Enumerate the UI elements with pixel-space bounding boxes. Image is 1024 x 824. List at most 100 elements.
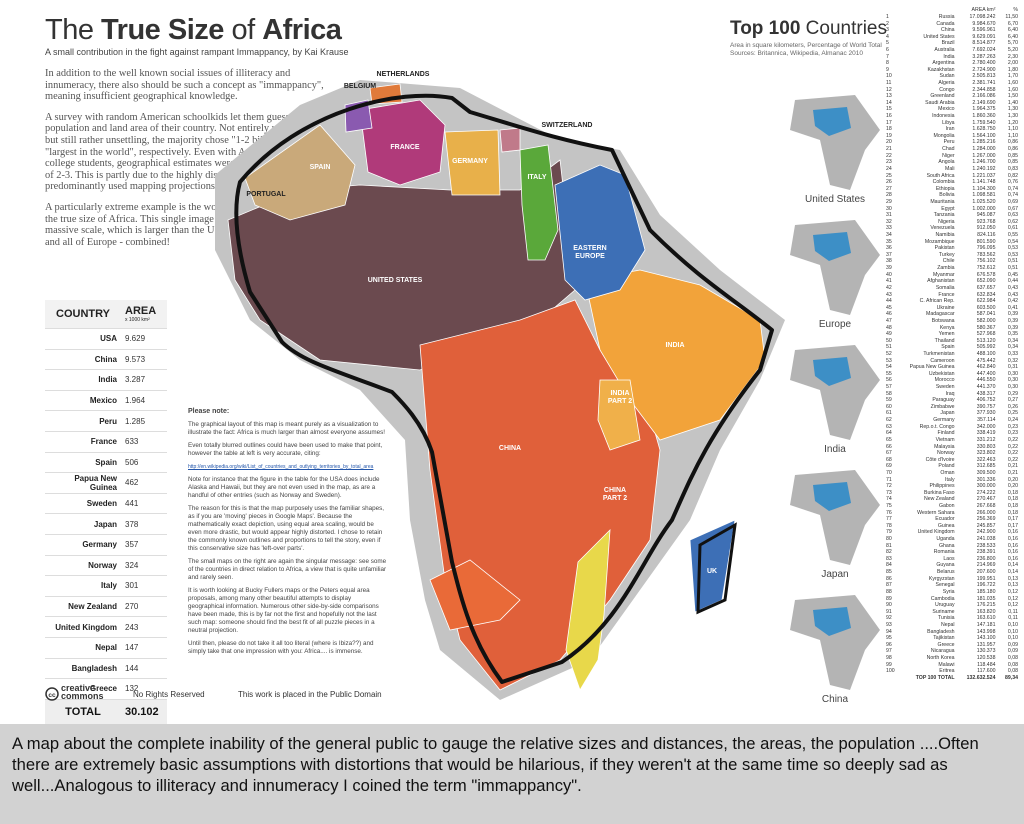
area: 582.000	[976, 317, 996, 324]
area: 752.612	[976, 265, 996, 272]
area: 1.284.000	[972, 146, 996, 153]
top100-row: 44 C. African Rep. 622.984 0,42	[885, 298, 1019, 305]
map-label-line: NETHERLANDS	[377, 71, 430, 78]
country: Kenya	[939, 324, 955, 331]
top100-row: 79 United Kingdom 242.900 0,16	[885, 529, 1019, 536]
domain: This work is placed in the Public Domain	[238, 690, 382, 699]
top100-row: 68 Côte d'Ivoire 322.463 0,22	[885, 456, 1019, 463]
country: Tanzania	[933, 212, 955, 219]
top100-row: 97 Nicaragua 130.373 0,09	[885, 648, 1019, 655]
rank: 78	[886, 522, 892, 529]
top100-row: 32 Nigeria 923.768 0,62	[885, 219, 1019, 226]
rank: 20	[886, 139, 892, 146]
country: Chile	[942, 258, 955, 265]
percent: 0,18	[1007, 496, 1018, 503]
total-label: TOP 100 TOTAL	[915, 674, 955, 681]
percent: 0,21	[1007, 469, 1018, 476]
top100-total: TOP 100 TOTAL 132.632.524 89,34	[885, 675, 1019, 682]
rank: 35	[886, 238, 892, 245]
area: 8.514.877	[972, 40, 996, 47]
country: Thailand	[934, 337, 955, 344]
title: The True Size of Africa	[45, 14, 342, 47]
top100-row: 76 Western Sahara 266.000 0,18	[885, 509, 1019, 516]
country: Mali	[945, 165, 955, 172]
area: 245.857	[976, 522, 996, 529]
area: 513.120	[976, 337, 996, 344]
country-shapes	[227, 83, 766, 691]
country: Finland	[937, 430, 955, 437]
map-label-line: EUROPE	[575, 253, 605, 260]
percent: 0,18	[1007, 503, 1018, 509]
top100-row: 3 China 9.596.961 6,40	[885, 27, 1019, 34]
note-paragraph: Until then, please do not take it all to…	[188, 640, 374, 655]
percent: 0,13	[1007, 582, 1018, 589]
rank: 34	[886, 232, 892, 239]
value-cell: 30.102	[121, 699, 167, 725]
top100-row: 23 Angola 1.246.700 0,85	[885, 159, 1019, 166]
table-row: Norway 324	[45, 555, 167, 577]
top100-row: 63 Rep.o.t. Congo 342.000 0,23	[885, 423, 1019, 430]
rank: 89	[886, 595, 892, 602]
country: Syria	[942, 588, 955, 595]
rank: 47	[886, 317, 892, 324]
top100-row: 92 Tunisia 163.610 0,11	[885, 615, 1019, 622]
area: 330.803	[976, 443, 996, 450]
small-africa	[790, 345, 880, 440]
country: Somalia	[935, 284, 955, 291]
country: Uruguay	[934, 602, 955, 609]
top100-row: 62 Germany 357.114 0,24	[885, 417, 1019, 424]
rank: 56	[886, 377, 892, 384]
percent: 0,41	[1007, 304, 1018, 311]
country: Egypt	[941, 205, 955, 212]
title-part: Africa	[262, 14, 342, 46]
total-area: 132.632.524	[966, 674, 996, 681]
rank: 18	[886, 126, 892, 133]
country: Mozambique	[924, 238, 955, 245]
country: Bangladesh	[927, 628, 955, 635]
rank: 94	[886, 628, 892, 635]
top100-row: 13 Greenland 2.166.086 1,50	[885, 93, 1019, 100]
table-row: Bangladesh 144	[45, 658, 167, 680]
country: Pakistan	[934, 245, 955, 252]
area-cell: 378	[121, 513, 167, 535]
percent: 1,30	[1007, 106, 1018, 113]
note: Please note: The graphical layout of this…	[188, 408, 388, 661]
map-label: PORTUGAL	[246, 191, 286, 198]
top100-table: AREA km²% 1 Russia 17.098.242 11,50 2 Canada 9.…	[885, 7, 1019, 681]
top100-row: 91 Suriname 163.820 0,11	[885, 608, 1019, 615]
country: Namibia	[935, 232, 955, 239]
percent: 0,21	[1007, 463, 1018, 470]
country: Gabon	[938, 503, 955, 509]
top100-row: 52 Turkmenistan 488.100 0,33	[885, 351, 1019, 358]
area: 270.467	[976, 496, 996, 503]
header-cell	[885, 7, 897, 14]
area: 2.166.086	[972, 93, 996, 100]
rank: 98	[886, 655, 892, 662]
top100-row: 4 United States 9.629.091 6,40	[885, 33, 1019, 40]
top100-row: 36 Pakistan 796.095 0,53	[885, 245, 1019, 252]
country: Algeria	[938, 80, 955, 86]
rank: 51	[886, 344, 892, 351]
top100-row: 66 Malaysia 330.803 0,22	[885, 443, 1019, 450]
percent: 0,08	[1007, 668, 1018, 675]
map-label: CHINA PART 2	[603, 487, 627, 502]
country: Yemen	[938, 331, 955, 338]
area-cell: 243	[121, 616, 167, 638]
country: Mongolia	[933, 132, 955, 139]
intro-paragraph: In addition to the well known social iss…	[45, 68, 324, 103]
map-label-line: SPAIN	[310, 164, 331, 171]
area: 214.969	[976, 562, 996, 569]
top100-row: 78 Guinea 245.857 0,17	[885, 523, 1019, 530]
area: 322.463	[976, 456, 996, 463]
country: Burkina Faso	[923, 489, 955, 496]
header-cell: %	[1013, 7, 1018, 14]
top100-row: 41 Afghanistan 652.090 0,44	[885, 278, 1019, 285]
top100-row: 20 Peru 1.285.216 0,86	[885, 139, 1019, 146]
percent: 1,10	[1007, 126, 1018, 133]
country: Greenland	[930, 93, 955, 100]
rank: 93	[886, 621, 892, 628]
percent: 0,12	[1007, 588, 1018, 595]
country: Belarus	[936, 569, 955, 576]
area: 801.590	[976, 238, 996, 245]
country-cell: India	[45, 369, 121, 391]
